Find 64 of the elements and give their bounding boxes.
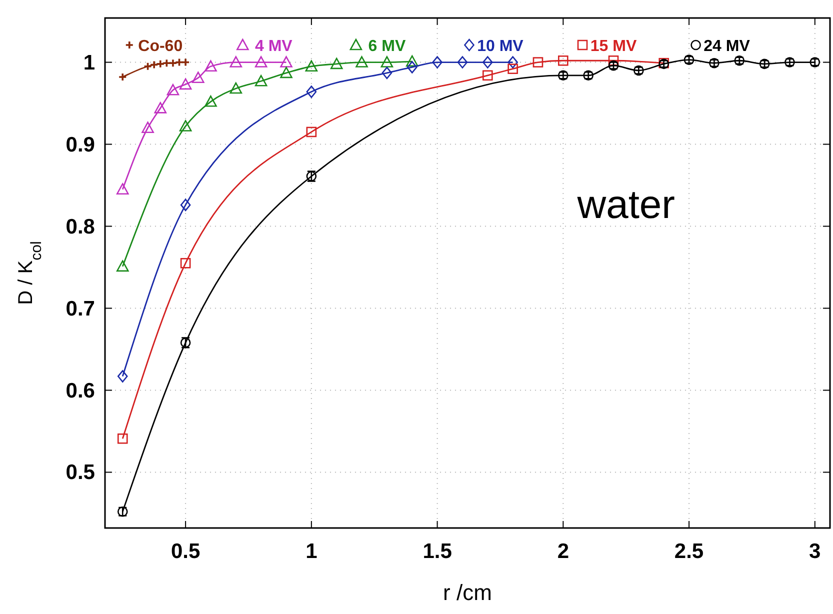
point	[180, 258, 191, 268]
point	[382, 66, 392, 80]
point	[142, 122, 154, 134]
y-tick-label: 0.7	[66, 297, 95, 320]
point	[558, 55, 568, 66]
y-tick-label: 0.5	[66, 461, 96, 484]
point	[508, 56, 518, 68]
point	[482, 70, 493, 81]
legend-label: 15 MV	[590, 38, 637, 55]
point	[406, 61, 418, 74]
point	[174, 58, 184, 67]
point	[457, 56, 468, 68]
point	[432, 56, 442, 68]
point	[179, 78, 192, 90]
legend-label: 10 MV	[477, 38, 524, 55]
annotation: water	[576, 183, 675, 228]
point	[230, 82, 242, 94]
point	[280, 66, 292, 78]
point	[180, 198, 191, 212]
legend-label: 4 MV	[254, 38, 293, 55]
point	[608, 55, 619, 66]
point	[482, 56, 493, 68]
x-tick-label: 3	[809, 540, 821, 563]
point	[166, 84, 180, 96]
point	[204, 60, 217, 72]
point	[330, 58, 343, 70]
x-tick-label: 2.5	[674, 540, 704, 563]
point	[306, 86, 317, 98]
point	[192, 72, 204, 84]
point	[162, 58, 172, 68]
point	[154, 102, 167, 114]
point	[280, 56, 292, 68]
legend-label: 6 MV	[368, 38, 406, 55]
point	[143, 62, 152, 71]
point	[254, 74, 268, 86]
point	[305, 60, 318, 72]
x-tick-label: 1	[306, 540, 318, 563]
point	[306, 126, 317, 138]
x-tick-label: 0.5	[170, 540, 200, 563]
y-tick-label: 1	[83, 51, 96, 74]
point	[150, 60, 158, 70]
y-tick-label: 0.9	[66, 133, 95, 156]
point	[116, 260, 129, 272]
y-tick-label: 0.8	[66, 215, 96, 238]
x-tick-label: 1.5	[422, 540, 452, 563]
point	[117, 433, 128, 444]
point	[204, 95, 217, 107]
point	[117, 370, 128, 382]
point	[380, 56, 394, 68]
point	[508, 64, 518, 74]
y-tick-label: 0.6	[66, 379, 95, 402]
point	[168, 58, 178, 68]
point	[179, 120, 192, 132]
point	[116, 183, 129, 195]
legend-label: Co-60	[138, 38, 183, 55]
point	[156, 60, 165, 68]
point	[254, 56, 268, 68]
legend-label: 24 MV	[704, 38, 750, 55]
x-tick-label: 2	[557, 540, 570, 563]
point	[356, 56, 368, 68]
point	[532, 57, 544, 68]
x-axis-title: r /cm	[443, 580, 492, 605]
point	[406, 55, 418, 67]
point	[230, 56, 242, 68]
